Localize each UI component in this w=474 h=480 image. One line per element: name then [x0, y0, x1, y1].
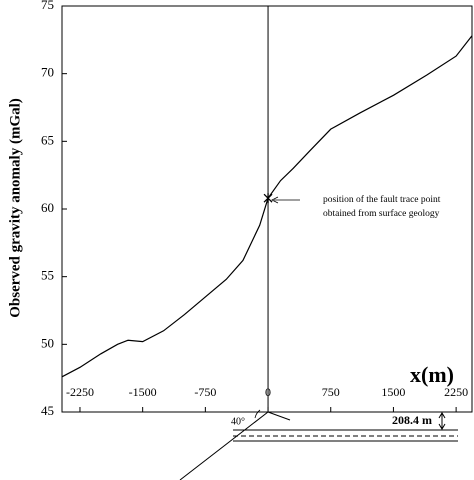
fault-marker [263, 193, 273, 204]
x-tick-label: 1500 [381, 385, 405, 399]
x-tick-label: 750 [322, 385, 340, 399]
x-axis-label: x(m) [410, 362, 454, 387]
data-line [61, 35, 473, 378]
x-tick-label: -750 [194, 385, 216, 399]
annotation: obtained from surface geology [323, 208, 440, 219]
x-tick-label: 2250 [444, 385, 468, 399]
x-tick-label: -2250 [66, 385, 94, 399]
y-tick-label: 45 [41, 403, 54, 418]
y-tick-label: 55 [41, 268, 54, 283]
x-tick-label: -1500 [129, 385, 157, 399]
y-tick-label: 65 [41, 132, 54, 147]
y-tick-label: 70 [41, 65, 54, 80]
y-tick-label: 60 [41, 200, 54, 215]
y-axis-label: Observed gravity anomaly (mGal) [7, 98, 23, 318]
y-tick-label: 50 [41, 335, 54, 350]
cross-section [179, 196, 458, 480]
dip-label: 40° [231, 416, 245, 427]
y-tick-label: 75 [41, 0, 54, 12]
depth-label: 208.4 m [392, 413, 432, 427]
annotation: position of the fault trace point [323, 194, 441, 205]
